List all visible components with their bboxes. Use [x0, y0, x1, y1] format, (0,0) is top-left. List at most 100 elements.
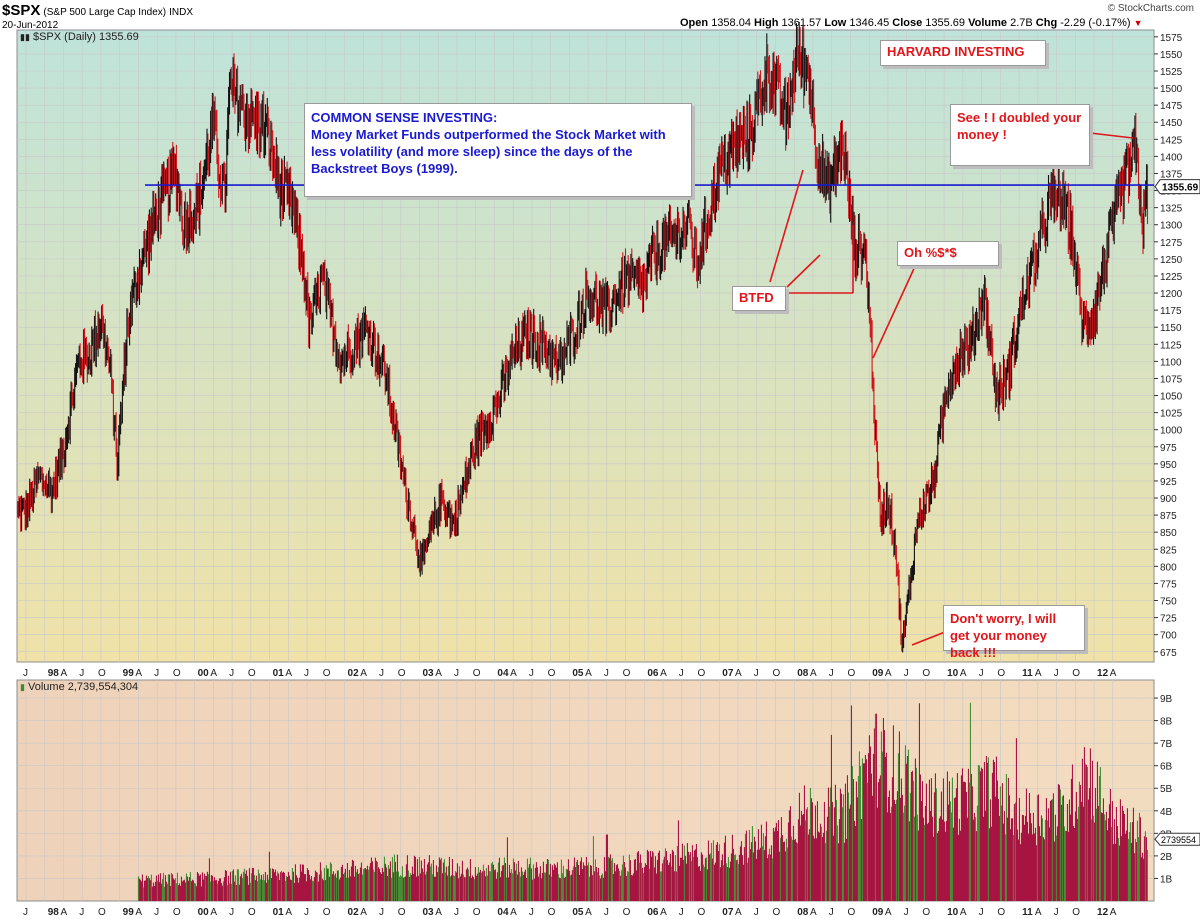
x-tick-label: 05 — [572, 907, 584, 918]
x-tick-label: A — [585, 907, 592, 918]
price-y-tick-label: 1175 — [1160, 306, 1182, 317]
x-tick-label: O — [173, 907, 181, 918]
x-tick-label: J — [1054, 907, 1059, 918]
x-tick-label: J — [904, 668, 909, 679]
x-tick-label: A — [1035, 907, 1042, 918]
x-tick-label: 11 — [1022, 668, 1033, 679]
price-y-tick-label: 975 — [1160, 443, 1177, 454]
callout-line — [872, 261, 918, 359]
price-y-tick-label: 1450 — [1160, 118, 1183, 129]
chg-label: Chg — [1035, 17, 1058, 29]
price-y-tick-label: 1400 — [1160, 152, 1183, 163]
symbol: $SPX — [2, 2, 41, 19]
volume-y-tick-label: 8B — [1160, 717, 1173, 728]
x-tick-label: J — [379, 907, 384, 918]
x-tick-label: J — [604, 668, 609, 679]
x-tick-label: J — [979, 668, 984, 679]
x-tick-label: O — [698, 668, 706, 679]
oh-note: Oh %$*$ — [897, 241, 999, 266]
x-tick-label: J — [79, 907, 84, 918]
x-tick-label: J — [679, 907, 684, 918]
chg-value: -2.29 (-0.17%) — [1060, 17, 1131, 29]
price-y-tick-label: 1250 — [1160, 255, 1183, 266]
volume-y-tick-label: 9B — [1160, 694, 1173, 705]
price-y-tick-label: 725 — [1160, 614, 1177, 625]
x-tick-label: J — [79, 668, 84, 679]
x-tick-label: O — [623, 907, 631, 918]
x-tick-label: A — [960, 907, 967, 918]
price-y-tick-label: 1225 — [1160, 272, 1183, 283]
price-y-tick-label: 1200 — [1160, 289, 1183, 300]
x-tick-label: O — [1072, 907, 1080, 918]
x-tick-label: A — [285, 907, 292, 918]
x-tick-label: O — [398, 907, 406, 918]
x-tick-label: 98 — [48, 907, 60, 918]
x-tick-label: O — [922, 668, 930, 679]
stockcharts-logo: © StockCharts.com — [1107, 3, 1194, 14]
open-label: Open — [680, 17, 709, 29]
price-y-tick-label: 925 — [1160, 477, 1177, 488]
x-tick-label: 05 — [572, 668, 584, 679]
x-tick-label: 03 — [422, 907, 434, 918]
x-tick-label: J — [754, 907, 759, 918]
chart-header: $SPX (S&P 500 Large Cap Index) INDX — [2, 2, 193, 19]
volume-y-tick-label: 6B — [1160, 762, 1173, 773]
x-tick-label: J — [679, 668, 684, 679]
volume-x-axis: J 98 A J O 99 A J O 00 A J O 01 A J O 02 A J O 03 A J O 04 A J O 05 A J… — [23, 907, 1117, 918]
price-y-tick-label: 950 — [1160, 460, 1177, 471]
x-tick-label: J — [454, 668, 459, 679]
volume-legend: ▮ Volume 2,739,554,304 — [20, 681, 138, 693]
close-label: Close — [892, 17, 923, 29]
x-tick-label: J — [979, 907, 984, 918]
x-tick-label: J — [304, 907, 309, 918]
x-tick-label: 02 — [348, 668, 360, 679]
x-tick-label: O — [997, 668, 1005, 679]
price-y-tick-label: 1275 — [1160, 238, 1183, 249]
low-label: Low — [824, 17, 847, 29]
btfd-note: BTFD — [732, 286, 786, 311]
x-tick-label: 12 — [1097, 907, 1109, 918]
x-tick-label: A — [510, 668, 517, 679]
price-y-tick-label: 1575 — [1160, 33, 1183, 44]
x-tick-label: A — [360, 907, 367, 918]
x-tick-label: A — [1110, 907, 1117, 918]
price-y-tick-label: 1000 — [1160, 426, 1183, 437]
x-tick-label: O — [323, 907, 331, 918]
volume-last-value-text: 2739554 — [1161, 835, 1196, 845]
x-tick-label: A — [285, 668, 292, 679]
x-tick-label: 98 — [48, 668, 60, 679]
x-tick-label: O — [98, 668, 106, 679]
price-last-value-text: 1355.69 — [1162, 183, 1199, 194]
x-tick-label: O — [772, 907, 780, 918]
open-value: 1358.04 — [711, 17, 751, 29]
volume-y-tick-label: 1B — [1160, 874, 1173, 885]
dont-worry-note: Don't worry, I will get your money back … — [943, 605, 1085, 660]
harvard-investing-label: HARVARD INVESTING — [880, 40, 1046, 66]
x-tick-label: O — [548, 907, 556, 918]
high-label: High — [754, 17, 779, 29]
volume-y-tick-label: 5B — [1160, 784, 1173, 795]
volume-y-tick-label: 4B — [1160, 807, 1173, 818]
x-tick-label: O — [473, 668, 481, 679]
price-y-tick-label: 1325 — [1160, 204, 1183, 215]
x-tick-label: 12 — [1097, 668, 1109, 679]
x-tick-label: A — [1035, 668, 1042, 679]
price-y-tick-label: 1550 — [1160, 50, 1183, 61]
x-tick-label: A — [660, 907, 667, 918]
doubled-money-note: See ! I doubled your money ! — [950, 104, 1090, 166]
high-value: 1361.57 — [781, 17, 822, 29]
low-value: 1346.45 — [849, 17, 890, 29]
volume-bars — [137, 702, 1148, 901]
x-tick-label: 00 — [198, 668, 210, 679]
x-tick-label: 99 — [123, 668, 135, 679]
x-tick-label: A — [810, 907, 817, 918]
x-tick-label: J — [829, 907, 834, 918]
price-y-tick-label: 1100 — [1160, 357, 1182, 368]
volume-label: Volume — [968, 17, 1008, 29]
price-legend: ▮▮ $SPX (Daily) 1355.69 — [20, 31, 139, 43]
x-tick-label: O — [398, 668, 406, 679]
x-tick-label: A — [210, 907, 217, 918]
volume-legend-text: Volume 2,739,554,304 — [28, 681, 139, 693]
symbol-description: (S&P 500 Large Cap Index) — [43, 7, 167, 18]
price-y-tick-label: 1375 — [1160, 169, 1183, 180]
